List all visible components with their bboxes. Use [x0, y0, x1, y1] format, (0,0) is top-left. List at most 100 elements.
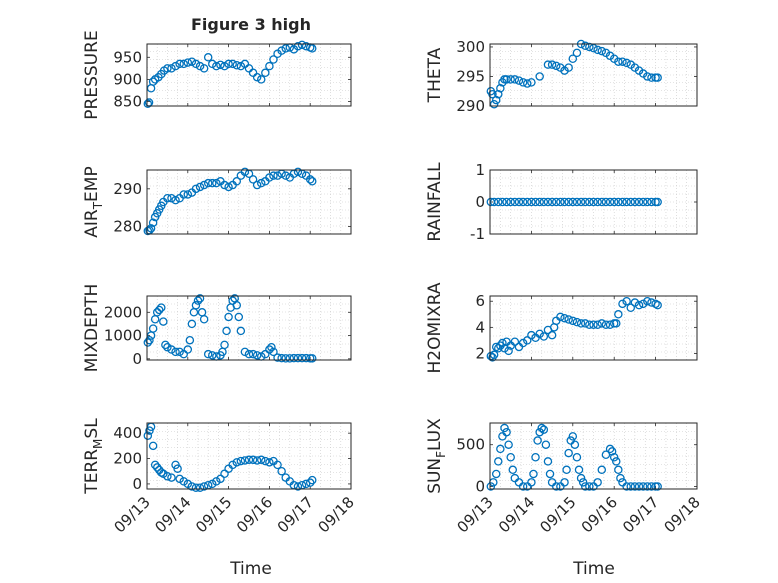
data-point [203, 178, 213, 188]
x-tick-label: 09/18 [315, 493, 358, 536]
data-point [494, 343, 503, 353]
data-point [261, 456, 270, 466]
data-point [281, 44, 290, 53]
panel-theta: 290 295 300 THETA [425, 38, 698, 115]
data-point [232, 301, 242, 310]
data-point [638, 197, 648, 207]
data-point [143, 338, 153, 347]
x-tick-label: 09/14 [495, 493, 538, 536]
data-point [281, 354, 290, 363]
axes-box [489, 422, 698, 490]
data-point [626, 197, 636, 207]
data-point [551, 61, 561, 71]
data-point [256, 455, 266, 465]
data-point [551, 482, 561, 491]
data-point [529, 469, 538, 479]
data-point [543, 60, 553, 69]
y-axis-label: H2OMIXRA [425, 282, 445, 373]
data-point [543, 197, 553, 207]
y-tick-label: 300 [456, 38, 485, 56]
data-point [498, 338, 507, 348]
data-point [502, 75, 511, 84]
data-point [614, 465, 623, 475]
data-point [167, 473, 176, 482]
data-point [183, 190, 193, 199]
data-point [570, 440, 580, 449]
data-point [514, 76, 524, 85]
data-point [585, 482, 594, 491]
data-point [297, 40, 307, 50]
data-point [187, 57, 197, 66]
y-tick-label: 900 [113, 70, 142, 88]
data-point [568, 197, 578, 207]
y-tick-label: 0 [132, 350, 142, 368]
axes-box [146, 169, 352, 235]
data-point [224, 312, 233, 322]
data-point [281, 171, 290, 180]
data-point [261, 68, 270, 78]
data-point [216, 474, 225, 484]
data-point [252, 351, 262, 360]
y-tick-label: 290 [113, 180, 142, 198]
data-point [533, 436, 542, 445]
y-tick-label: 2000 [104, 303, 142, 321]
data-point [191, 184, 201, 194]
data-point [277, 46, 286, 55]
data-point [564, 63, 573, 72]
data-point [622, 482, 631, 491]
data-point [273, 460, 282, 470]
data-point [576, 197, 586, 207]
data-point [541, 440, 551, 449]
data-point [199, 180, 209, 190]
data-point [539, 197, 549, 207]
data-point [171, 61, 180, 71]
y-axis-label: AIRTEMP [82, 166, 105, 237]
data-point [612, 457, 621, 466]
data-point [216, 60, 225, 70]
data-point [622, 296, 631, 306]
data-point [539, 425, 549, 434]
data-point [568, 54, 578, 64]
y-axis-label: TERRMSL [82, 418, 105, 495]
data-point [175, 347, 184, 357]
data-point [167, 64, 176, 73]
data-point [248, 349, 258, 359]
data-point [614, 57, 623, 66]
data-point [143, 431, 153, 440]
data-point [212, 61, 221, 71]
data-point [589, 320, 598, 329]
data-point [195, 294, 205, 303]
data-point [614, 310, 623, 319]
data-point [651, 299, 660, 309]
data-point [605, 444, 615, 454]
panel-air_temp: 280 290 AIRTEMP [82, 166, 352, 238]
data-point [531, 453, 540, 462]
data-point [638, 299, 648, 309]
data-point [307, 177, 317, 186]
data-point [234, 312, 244, 322]
axes-box [489, 169, 698, 235]
data-point [518, 197, 528, 207]
data-point [535, 197, 544, 207]
data-point [527, 478, 536, 487]
data-point [171, 347, 180, 357]
data-point [191, 59, 201, 69]
data-point [163, 64, 172, 73]
data-point [277, 466, 286, 476]
data-point [236, 61, 246, 71]
data-point [175, 59, 184, 69]
data-point [208, 178, 217, 188]
data-point [212, 178, 221, 188]
data-point [240, 456, 250, 465]
data-point [630, 482, 640, 491]
data-point [494, 89, 503, 99]
data-point [161, 340, 170, 350]
data-point [626, 482, 636, 491]
data-point [518, 482, 528, 491]
data-point [527, 330, 536, 340]
x-axis-label-right: Time [572, 559, 615, 579]
axes-box [489, 295, 698, 361]
data-point [609, 453, 619, 462]
